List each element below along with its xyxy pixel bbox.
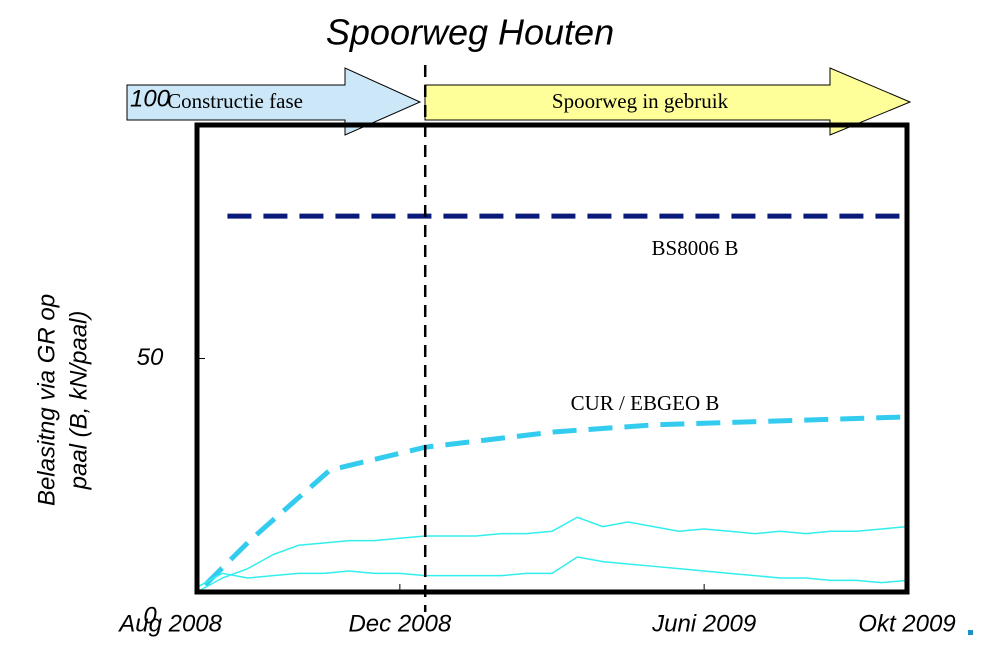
y-tick-label: 50 xyxy=(137,344,164,371)
decoration xyxy=(968,630,973,635)
y-tick-label: 0 xyxy=(143,602,157,629)
x-tick-label: Dec 2008 xyxy=(348,610,451,637)
y-axis-label: Belasitng via GR op xyxy=(33,294,60,506)
phase-arrow xyxy=(126,67,422,136)
chart-title: Spoorweg Houten xyxy=(326,12,614,53)
y-axis-label: paal (B, kN/paal) xyxy=(65,311,92,491)
plot-frame xyxy=(194,122,910,595)
x-tick-label: Okt 2009 xyxy=(858,610,955,637)
series-label: CUR / EBGEO B xyxy=(571,391,720,415)
phase-arrow xyxy=(424,67,912,136)
series-line xyxy=(196,516,908,593)
y-tick-label: 100 xyxy=(130,85,171,112)
x-tick-label: Aug 2008 xyxy=(117,610,222,637)
phase-label: Spoorweg in gebruik xyxy=(552,89,729,113)
series-line xyxy=(196,556,908,588)
series-line xyxy=(203,414,908,587)
series-label: BS8006 B xyxy=(652,236,739,260)
phase-label: Constructie fase xyxy=(167,89,303,113)
x-tick-label: Juni 2009 xyxy=(651,610,756,637)
